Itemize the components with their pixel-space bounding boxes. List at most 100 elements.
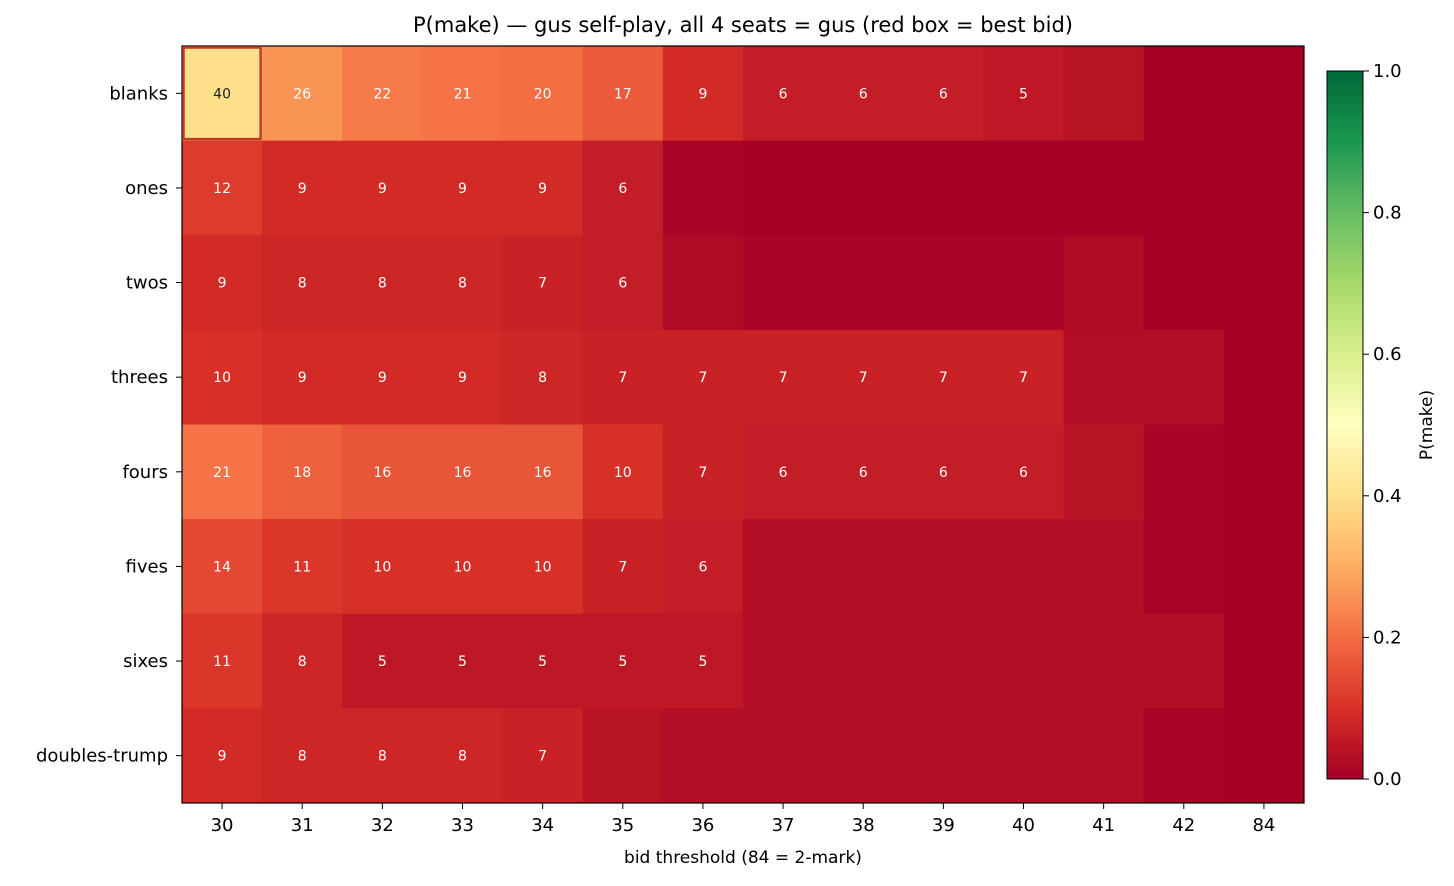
cell-value-label: 9 bbox=[538, 181, 547, 197]
heatmap-cell bbox=[342, 519, 423, 615]
cell-value-label: 8 bbox=[298, 749, 307, 765]
cell-value-label: 6 bbox=[779, 465, 788, 481]
heatmap-cell bbox=[983, 708, 1065, 804]
heatmap-cell bbox=[1063, 235, 1145, 331]
heatmap-cell bbox=[262, 235, 343, 331]
cell-value-label: 9 bbox=[218, 749, 227, 765]
x-axis-ticks: 30 31 32 33 34 35 36 37 38 39 40 41 42 84 bbox=[211, 803, 1275, 836]
heatmap-cell bbox=[823, 46, 904, 142]
cell-value-label: 8 bbox=[298, 276, 307, 292]
x-tick-label: 41 bbox=[1092, 815, 1115, 836]
heatmap-cell bbox=[1223, 140, 1305, 236]
heatmap-cell bbox=[582, 46, 664, 142]
heatmap-cell bbox=[743, 140, 824, 236]
heatmap-cell bbox=[342, 708, 423, 804]
heatmap-cell bbox=[502, 140, 584, 236]
cell-value-label: 7 bbox=[538, 749, 547, 765]
heatmap-cell bbox=[1143, 519, 1225, 615]
heatmap-cell bbox=[422, 235, 504, 331]
heatmap-cell bbox=[662, 519, 744, 615]
heatmap-cell bbox=[1143, 708, 1225, 804]
x-tick-label: 35 bbox=[611, 815, 634, 836]
heatmap-cell bbox=[983, 613, 1065, 709]
cell-value-label: 7 bbox=[859, 370, 868, 386]
heatmap-cell bbox=[502, 235, 584, 331]
cell-value-label: 16 bbox=[454, 465, 472, 481]
heatmap-cell bbox=[662, 329, 744, 425]
heatmap-cell bbox=[1143, 329, 1225, 425]
heatmap-cell bbox=[903, 329, 984, 425]
heatmap-cell bbox=[342, 613, 423, 709]
heatmap-cell bbox=[1063, 424, 1145, 520]
heatmap-cell bbox=[1143, 46, 1225, 142]
y-tick-label: ones bbox=[125, 178, 168, 199]
cell-value-label: 7 bbox=[698, 465, 707, 481]
colorbar-tick-label: 0.2 bbox=[1373, 627, 1402, 648]
cell-value-label: 9 bbox=[298, 181, 307, 197]
heatmap-cell bbox=[582, 140, 664, 236]
cell-value-label: 10 bbox=[373, 559, 391, 575]
cell-value-label: 10 bbox=[534, 559, 552, 575]
heatmap-cell bbox=[422, 424, 504, 520]
cell-value-label: 21 bbox=[213, 465, 231, 481]
heatmap-cell bbox=[903, 708, 984, 804]
cell-value-label: 5 bbox=[538, 654, 547, 670]
heatmap-cell bbox=[182, 140, 263, 236]
cell-value-label: 16 bbox=[534, 465, 552, 481]
heatmap-cell bbox=[502, 329, 584, 425]
heatmap-cell bbox=[582, 519, 664, 615]
heatmap-cell bbox=[502, 613, 584, 709]
heatmap-cell bbox=[1063, 613, 1145, 709]
cell-value-label: 6 bbox=[939, 86, 948, 102]
cell-value-label: 8 bbox=[378, 749, 387, 765]
heatmap-cell bbox=[262, 329, 343, 425]
x-tick-label: 39 bbox=[932, 815, 955, 836]
heatmap-cell bbox=[903, 613, 984, 709]
heatmap-cell bbox=[342, 424, 423, 520]
plot-frame bbox=[181, 45, 1305, 804]
heatmap-cell bbox=[662, 424, 744, 520]
cell-value-label: 5 bbox=[378, 654, 387, 670]
x-tick-label: 37 bbox=[772, 815, 795, 836]
heatmap-cell bbox=[502, 424, 584, 520]
cell-value-label: 8 bbox=[378, 276, 387, 292]
heatmap-cell bbox=[182, 424, 263, 520]
cell-value-label: 8 bbox=[298, 654, 307, 670]
heatmap-cell bbox=[182, 329, 263, 425]
heatmap-cell bbox=[743, 235, 824, 331]
heatmap-cell bbox=[983, 519, 1065, 615]
cell-value-label: 21 bbox=[454, 86, 472, 102]
cell-value-label: 6 bbox=[779, 86, 788, 102]
heatmap-cell bbox=[662, 46, 744, 142]
cell-value-label: 8 bbox=[458, 749, 467, 765]
heatmap-cell bbox=[823, 329, 904, 425]
x-tick-label: 36 bbox=[691, 815, 714, 836]
heatmap-cell bbox=[903, 235, 984, 331]
colorbar-tick-label: 0.8 bbox=[1373, 203, 1402, 224]
cell-value-label: 6 bbox=[698, 559, 707, 575]
x-tick-label: 32 bbox=[371, 815, 394, 836]
heatmap-cell bbox=[342, 235, 423, 331]
y-tick-label: fives bbox=[126, 556, 168, 577]
cell-value-label: 26 bbox=[293, 86, 311, 102]
cell-value-label: 11 bbox=[213, 654, 231, 670]
heatmap-cell bbox=[823, 424, 904, 520]
cell-value-label: 14 bbox=[213, 559, 231, 575]
heatmap-cell bbox=[502, 46, 584, 142]
y-axis-ticks: blanks ones twos threes fours fives sixes doubl… bbox=[36, 83, 182, 767]
cell-value-label: 9 bbox=[698, 86, 707, 102]
cell-value-label: 7 bbox=[1019, 370, 1028, 386]
colorbar-label: P(make) bbox=[1417, 390, 1437, 460]
cell-value-label: 7 bbox=[698, 370, 707, 386]
heatmap-cell bbox=[262, 46, 343, 142]
colorbar bbox=[1326, 70, 1364, 780]
heatmap-cell bbox=[1223, 613, 1305, 709]
y-tick-label: fours bbox=[122, 462, 168, 483]
cell-value-label: 9 bbox=[458, 370, 467, 386]
heatmap-cell bbox=[582, 708, 664, 804]
heatmap-cell bbox=[743, 424, 824, 520]
heatmap-cell bbox=[422, 329, 504, 425]
heatmap-cell bbox=[1063, 140, 1145, 236]
heatmap-cell bbox=[823, 708, 904, 804]
